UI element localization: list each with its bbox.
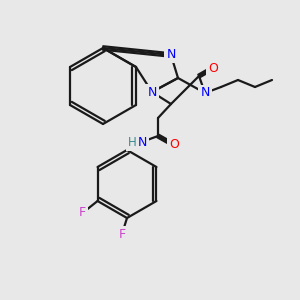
- Text: H: H: [128, 136, 136, 149]
- Text: F: F: [79, 206, 86, 220]
- Text: N: N: [166, 49, 176, 62]
- Text: N: N: [137, 136, 147, 149]
- Text: N: N: [200, 86, 210, 100]
- Text: O: O: [208, 61, 218, 74]
- Text: F: F: [118, 227, 126, 241]
- Text: O: O: [169, 139, 179, 152]
- Text: N: N: [147, 85, 157, 98]
